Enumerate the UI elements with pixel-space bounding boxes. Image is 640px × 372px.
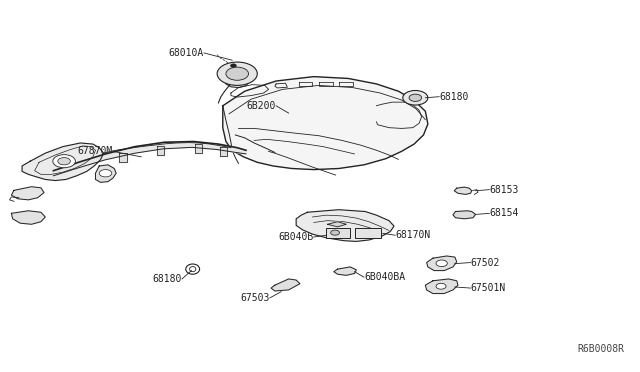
Polygon shape: [157, 146, 164, 155]
FancyBboxPatch shape: [355, 228, 381, 238]
Circle shape: [217, 62, 257, 86]
Circle shape: [231, 64, 236, 67]
Polygon shape: [454, 187, 472, 195]
Polygon shape: [328, 222, 346, 227]
Polygon shape: [220, 147, 227, 156]
Polygon shape: [22, 143, 104, 180]
Text: 68153: 68153: [490, 185, 518, 195]
Polygon shape: [453, 211, 476, 219]
Polygon shape: [427, 256, 457, 270]
Circle shape: [436, 260, 447, 267]
Circle shape: [403, 90, 428, 105]
Circle shape: [58, 158, 70, 165]
Text: 67501N: 67501N: [470, 283, 506, 293]
Polygon shape: [119, 153, 127, 162]
Circle shape: [99, 170, 112, 177]
Polygon shape: [225, 74, 250, 87]
Polygon shape: [296, 210, 394, 241]
Text: R6B0008R: R6B0008R: [577, 344, 624, 355]
Circle shape: [226, 67, 248, 80]
Polygon shape: [95, 165, 116, 182]
Text: 68154: 68154: [490, 208, 518, 218]
Text: 6B040B: 6B040B: [278, 232, 314, 242]
Polygon shape: [12, 187, 44, 200]
Polygon shape: [334, 267, 356, 275]
Polygon shape: [54, 141, 246, 176]
Text: 68180: 68180: [153, 274, 182, 284]
Text: 67503: 67503: [241, 293, 270, 303]
Text: 68180: 68180: [439, 92, 468, 102]
Text: 67502: 67502: [470, 257, 500, 267]
Circle shape: [331, 230, 339, 235]
Polygon shape: [271, 279, 300, 291]
FancyBboxPatch shape: [326, 228, 350, 238]
Text: 6B040BA: 6B040BA: [364, 272, 405, 282]
Text: 67870M: 67870M: [78, 146, 113, 156]
Text: 68170N: 68170N: [396, 230, 431, 240]
Circle shape: [436, 283, 446, 289]
Polygon shape: [426, 279, 458, 294]
Polygon shape: [195, 144, 202, 153]
Circle shape: [409, 94, 422, 102]
Text: 6B200: 6B200: [247, 101, 276, 111]
Circle shape: [53, 155, 76, 168]
Text: 68010A: 68010A: [169, 48, 204, 58]
Polygon shape: [12, 211, 45, 224]
Polygon shape: [223, 77, 428, 170]
